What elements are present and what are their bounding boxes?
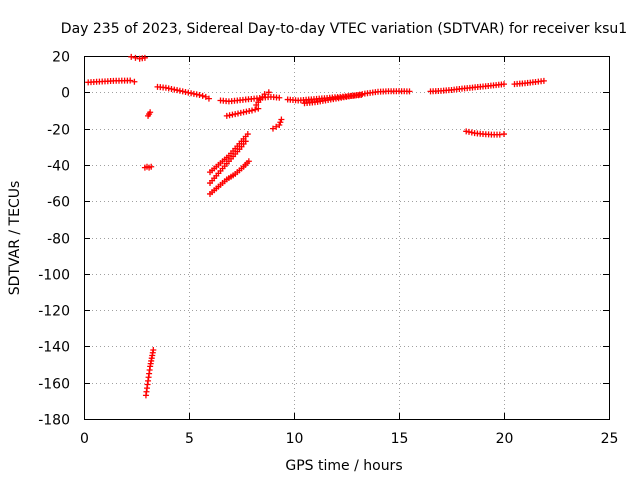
y-tick-label: 20 bbox=[52, 50, 70, 66]
series-arc-p bbox=[427, 81, 507, 95]
data-point bbox=[202, 93, 209, 100]
x-tick-label: 25 bbox=[601, 431, 619, 447]
data-point bbox=[132, 54, 139, 61]
data-point bbox=[276, 94, 283, 101]
x-tick-label: 15 bbox=[391, 431, 409, 447]
tick-layer: 0 5 10 15 20 25 20 0 -20 -40 -60 -80 -100 -120 -140 -16… bbox=[38, 50, 618, 448]
data-point-interp bbox=[199, 92, 206, 99]
data-point bbox=[261, 91, 268, 98]
data-point-interp bbox=[252, 106, 259, 113]
y-tick-label: -160 bbox=[38, 377, 70, 393]
data-point bbox=[278, 116, 285, 123]
x-axis-title: GPS time / hours bbox=[285, 458, 402, 474]
y-axis-title: SDTVAR / TECUs bbox=[7, 181, 23, 296]
series-arc-r bbox=[463, 128, 507, 138]
series-arc-d bbox=[145, 109, 154, 119]
data-point bbox=[249, 107, 255, 114]
series-arc-o bbox=[301, 88, 413, 107]
data-point bbox=[242, 138, 249, 145]
y-tick-label: -100 bbox=[38, 268, 70, 284]
series-arc-m bbox=[270, 116, 285, 132]
data-point bbox=[244, 131, 251, 138]
series-arc-e bbox=[142, 347, 157, 399]
data-point bbox=[265, 89, 272, 96]
x-tick-label: 5 bbox=[185, 431, 194, 447]
data-point bbox=[540, 77, 547, 84]
series-arc-a bbox=[85, 77, 138, 86]
data-point bbox=[205, 95, 212, 102]
grid-layer bbox=[84, 56, 609, 419]
data-point bbox=[255, 105, 262, 112]
x-tick-label: 10 bbox=[286, 431, 304, 447]
data-point bbox=[276, 121, 283, 128]
data-point bbox=[128, 53, 135, 60]
data-point bbox=[150, 347, 157, 354]
series-arc-b bbox=[128, 53, 148, 62]
data-point bbox=[273, 123, 280, 130]
y-tick-label: -140 bbox=[38, 340, 70, 356]
data-point bbox=[141, 54, 148, 61]
data-point bbox=[148, 163, 155, 170]
series-arc-q bbox=[511, 77, 547, 88]
data-point bbox=[270, 125, 276, 132]
y-tick-label: -40 bbox=[47, 159, 70, 175]
series-arc-i bbox=[207, 158, 252, 197]
data-point bbox=[147, 109, 154, 116]
data-point bbox=[245, 158, 252, 165]
y-tick-label: -180 bbox=[38, 413, 70, 429]
y-tick-label: -60 bbox=[47, 195, 70, 211]
data-point bbox=[131, 78, 138, 85]
data-point bbox=[406, 88, 413, 95]
series-arc-j bbox=[217, 93, 283, 105]
plot-frame bbox=[84, 56, 610, 420]
y-tick-label: -80 bbox=[47, 232, 70, 248]
y-tick-label: -20 bbox=[47, 123, 70, 139]
series-arc-l bbox=[253, 89, 272, 109]
series-arc-k bbox=[223, 105, 262, 119]
series-arc-g bbox=[207, 131, 251, 176]
series-arc-c bbox=[141, 163, 155, 171]
data-point bbox=[127, 77, 134, 84]
series-arc-h bbox=[207, 138, 249, 187]
data-point bbox=[501, 131, 507, 138]
data-point bbox=[196, 92, 203, 99]
y-tick-label: -120 bbox=[38, 304, 70, 320]
data-point bbox=[501, 81, 507, 88]
points-layer bbox=[85, 53, 547, 399]
data-point-interp bbox=[277, 119, 284, 126]
x-tick-label: 20 bbox=[496, 431, 514, 447]
series-arc-f bbox=[154, 83, 212, 102]
x-tick-label: 0 bbox=[80, 431, 89, 447]
y-tick-label: 0 bbox=[61, 86, 70, 102]
chart-title: Day 235 of 2023, Sidereal Day-to-day VTE… bbox=[61, 21, 627, 37]
